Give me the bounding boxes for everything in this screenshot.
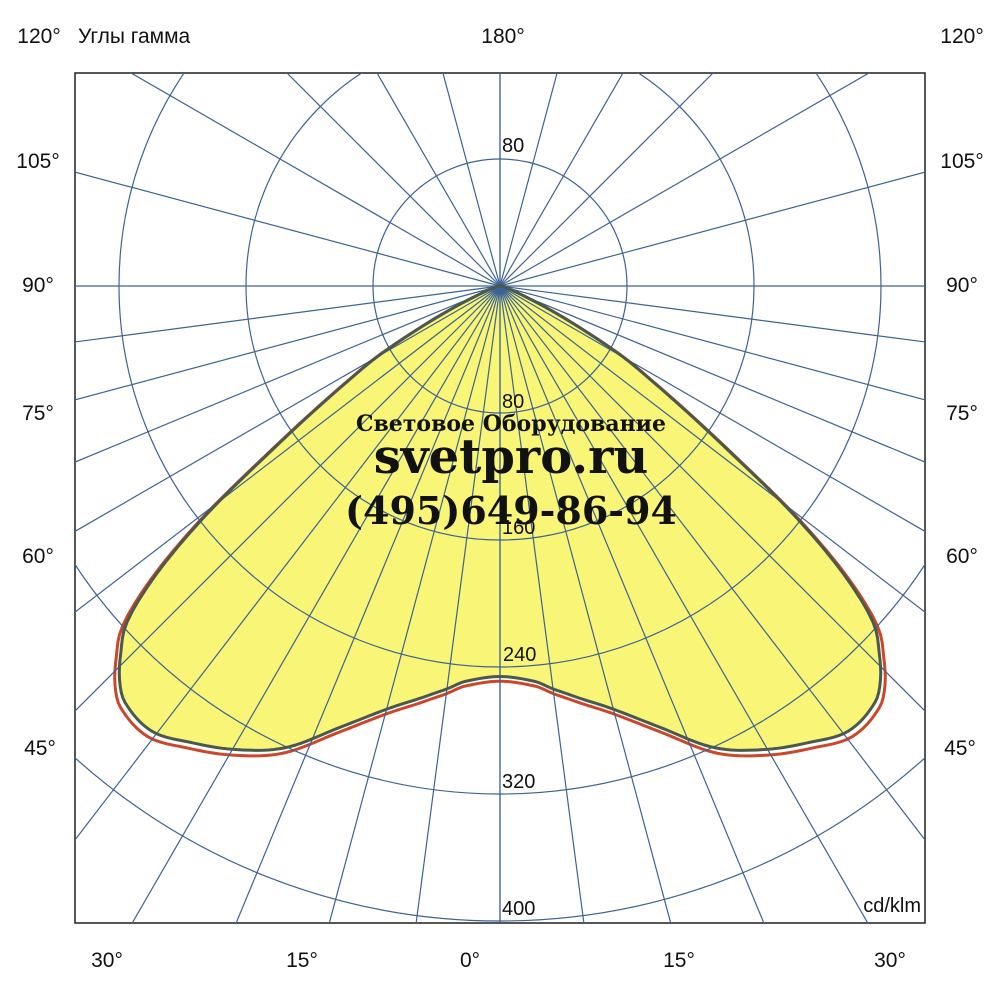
angle-label-top-left-120: 120° xyxy=(17,25,60,48)
angle-label-bottom-left-15: 15° xyxy=(286,949,318,972)
angle-label-top-right-120: 120° xyxy=(940,25,983,48)
grid-ray-165-left xyxy=(442,73,501,287)
intensity-curve-dark xyxy=(117,284,883,752)
grid-ray-82.5-left xyxy=(75,285,501,343)
grid-ray-15-right xyxy=(499,285,672,923)
angle-label-left-75: 75° xyxy=(22,402,54,425)
grid-ray-75-left xyxy=(75,285,501,401)
intensity-curve-layer xyxy=(117,284,883,752)
watermark: Световое Оборудование svetpro.ru (495)64… xyxy=(345,411,677,533)
watermark-site: svetpro.ru xyxy=(374,429,649,485)
grid-ray-30-left xyxy=(131,285,501,923)
angle-label-bottom-right-15: 15° xyxy=(663,949,695,972)
grid-ray-150-right xyxy=(499,73,624,287)
angle-label-left-90: 90° xyxy=(22,274,54,297)
grid-ray-60-left xyxy=(75,285,501,533)
grid-ray-105-left xyxy=(75,171,501,287)
grid-ray-15-left xyxy=(328,285,501,923)
angle-label-left-60: 60° xyxy=(22,545,54,568)
radial-tick-400: 400 xyxy=(502,898,535,920)
grid-ray-75-right xyxy=(499,285,925,401)
radial-tick-160: 160 xyxy=(502,517,535,539)
grid-ray-150-left xyxy=(376,73,501,287)
grid-ray-45-right xyxy=(499,285,925,712)
grid-ray-135-right xyxy=(499,73,714,287)
grid-ray-135-left xyxy=(286,73,501,287)
radial-tick-240: 240 xyxy=(503,644,536,666)
radial-tick-80-top: 80 xyxy=(502,135,524,157)
angle-label-bottom-right-30: 30° xyxy=(874,949,906,972)
grid-ray-7.5-left xyxy=(415,285,501,923)
chart-title: Углы гамма xyxy=(78,25,191,48)
watermark-company: Световое Оборудование xyxy=(356,411,666,437)
grid-ray-30-right xyxy=(499,285,869,923)
angle-label-right-105: 105° xyxy=(940,150,983,173)
grid-ray-67.5-left xyxy=(75,285,501,463)
grid-ray-120-left xyxy=(129,73,501,287)
angle-label-left-45: 45° xyxy=(24,737,56,760)
grid-ray-22.5-right xyxy=(499,285,765,923)
angle-label-bottom-left-30: 30° xyxy=(91,949,123,972)
grid-ray-60-right xyxy=(499,285,925,533)
grid-ray-82.5-right xyxy=(499,285,925,343)
grid-ray-37.5-right xyxy=(499,285,925,841)
angle-label-left-105: 105° xyxy=(16,150,59,173)
grid-ray-22.5-left xyxy=(235,285,501,923)
grid-ray-67.5-right xyxy=(499,285,925,463)
radial-unit-label: cd/klm xyxy=(863,895,921,917)
grid-ray-52.5-left xyxy=(75,285,501,613)
grid-ray-52.5-right xyxy=(499,285,925,613)
angle-label-top-180: 180° xyxy=(481,25,524,48)
grid-ray-45-left xyxy=(75,285,501,712)
angle-label-right-45: 45° xyxy=(944,737,976,760)
grid-ray-105-right xyxy=(499,171,925,287)
grid-ray-165-right xyxy=(499,73,558,287)
angle-label-right-75: 75° xyxy=(946,402,978,425)
watermark-phone: (495)649-86-94 xyxy=(345,488,677,533)
angle-label-right-90: 90° xyxy=(946,274,978,297)
angle-label-right-60: 60° xyxy=(946,545,978,568)
radial-tick-80: 80 xyxy=(502,391,524,413)
grid-ray-120-right xyxy=(499,73,871,287)
angle-label-bottom-0: 0° xyxy=(460,949,480,972)
grid-ray-37.5-left xyxy=(75,285,501,841)
grid-ray-7.5-right xyxy=(499,285,585,923)
radial-tick-320: 320 xyxy=(502,771,535,793)
